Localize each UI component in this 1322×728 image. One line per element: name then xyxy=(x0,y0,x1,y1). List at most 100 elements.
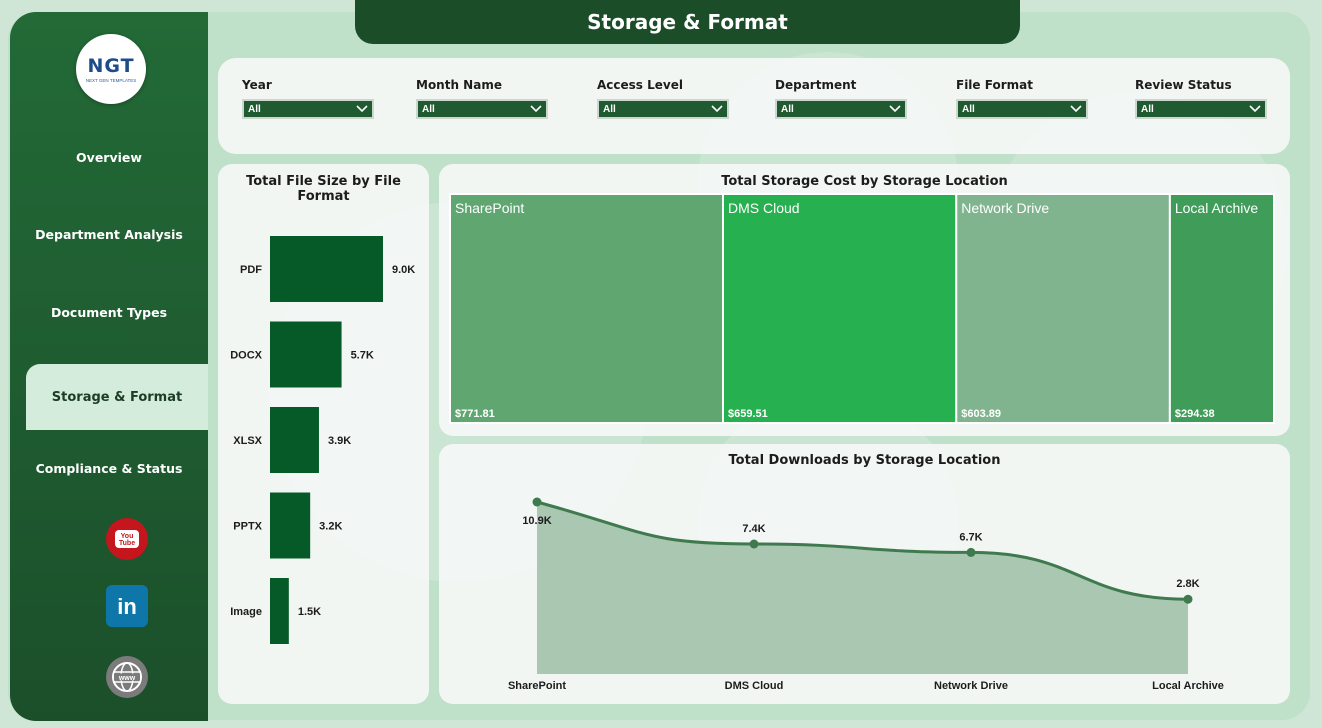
chevron-down-icon xyxy=(711,105,723,113)
logo-text: NGT xyxy=(87,55,135,77)
treemap-tile xyxy=(1168,193,1275,424)
x-tick-label: SharePoint xyxy=(508,680,566,692)
filter-label: File Format xyxy=(956,78,1033,92)
svg-text:You: You xyxy=(121,533,134,540)
filter-access-level: Access Level All xyxy=(597,78,733,119)
category-label: XLSX xyxy=(233,435,262,447)
data-point xyxy=(1183,594,1193,604)
website-button[interactable]: www xyxy=(106,656,148,698)
nav-item-storage-format[interactable]: Storage & Format xyxy=(26,364,208,430)
tile-label: SharePoint xyxy=(455,200,524,216)
filter-year: Year All xyxy=(242,78,378,119)
data-point xyxy=(749,539,759,549)
sidebar: NGT NEXT GEN TEMPLATES Overview Departme… xyxy=(10,12,208,721)
bar xyxy=(270,321,342,388)
chevron-down-icon xyxy=(1070,105,1082,113)
data-label: 3.9K xyxy=(328,435,351,447)
filter-label: Review Status xyxy=(1135,78,1232,92)
category-label: Image xyxy=(230,606,262,618)
data-label: 9.0K xyxy=(392,264,415,276)
logo: NGT NEXT GEN TEMPLATES xyxy=(76,34,146,104)
chevron-down-icon xyxy=(1249,105,1261,113)
page-title: Storage & Format xyxy=(355,0,1020,44)
tile-value: $659.51 xyxy=(728,408,768,420)
data-label: 6.7K xyxy=(959,531,982,543)
bar xyxy=(270,407,319,473)
file-format-dropdown[interactable]: All xyxy=(956,99,1088,119)
nav-item-label: Storage & Format xyxy=(51,389,183,405)
category-label: PPTX xyxy=(233,521,262,533)
x-tick-label: DMS Cloud xyxy=(725,680,784,692)
svg-text:www: www xyxy=(118,675,136,682)
bar xyxy=(270,236,383,302)
nav-item-document-types[interactable]: Document Types xyxy=(50,305,168,320)
nav-item-compliance-status[interactable]: Compliance & Status xyxy=(35,461,183,476)
chevron-down-icon xyxy=(356,105,368,113)
data-point xyxy=(966,547,976,557)
data-point xyxy=(532,497,542,507)
filter-panel: Year All Month Name All Access Level All… xyxy=(218,58,1290,154)
chart-title: Total Downloads by Storage Location xyxy=(728,453,1001,468)
tile-label: Local Archive xyxy=(1175,200,1258,216)
youtube-icon: You Tube xyxy=(115,530,139,548)
treemap-tile xyxy=(449,193,724,424)
globe-icon: www xyxy=(112,662,142,692)
chevron-down-icon xyxy=(530,105,542,113)
nav-item-department-analysis[interactable]: Department Analysis xyxy=(35,227,183,242)
storage-cost-chart-panel: Total Storage Cost by Storage Location S… xyxy=(439,164,1290,436)
downloads-area-chart: 10.9K SharePoint 7.4K DMS Cloud 6.7K Network … xyxy=(508,497,1224,692)
tile-value: $294.38 xyxy=(1175,408,1215,420)
data-label: 7.4K xyxy=(742,523,765,535)
year-dropdown[interactable]: All xyxy=(242,99,374,119)
page-title-text: Storage & Format xyxy=(587,10,788,34)
chart-title: Total Storage Cost by Storage Location xyxy=(721,174,1008,189)
filter-department: Department All xyxy=(775,78,911,119)
x-tick-label: Network Drive xyxy=(934,680,1008,692)
linkedin-icon: in xyxy=(117,594,137,619)
data-label: 5.7K xyxy=(351,350,374,362)
department-dropdown[interactable]: All xyxy=(775,99,907,119)
linkedin-button[interactable]: in xyxy=(106,585,148,627)
month-name-dropdown[interactable]: All xyxy=(416,99,548,119)
downloads-chart-panel: Total Downloads by Storage Location 10.9… xyxy=(439,444,1290,704)
filter-label: Year xyxy=(242,78,272,92)
chart-title: Total File Size by File Format xyxy=(246,174,401,204)
tile-label: DMS Cloud xyxy=(728,200,800,216)
bar xyxy=(270,492,311,559)
file-size-bar-chart: PDF 9.0K DOCX 5.7K XLSX 3.9K PPTX 3.2K Image 1.5K xyxy=(230,236,415,644)
access-level-dropdown[interactable]: All xyxy=(597,99,729,119)
filter-review-status: Review Status All xyxy=(1135,78,1271,119)
dropdown-value: All xyxy=(781,103,794,115)
dropdown-value: All xyxy=(1141,103,1154,115)
svg-text:in: in xyxy=(117,594,137,619)
bar xyxy=(270,578,289,644)
nav-item-overview[interactable]: Overview xyxy=(76,150,142,165)
category-label: PDF xyxy=(240,264,262,276)
dropdown-value: All xyxy=(422,103,435,115)
area-fill xyxy=(537,502,1188,674)
x-tick-label: Local Archive xyxy=(1152,680,1224,692)
youtube-button[interactable]: You Tube xyxy=(106,518,148,560)
tile-value: $771.81 xyxy=(455,408,495,420)
treemap-tile xyxy=(955,193,1171,424)
dropdown-value: All xyxy=(248,103,261,115)
tile-value: $603.89 xyxy=(961,408,1001,420)
dropdown-value: All xyxy=(603,103,616,115)
logo-subtext: NEXT GEN TEMPLATES xyxy=(85,78,137,83)
filter-label: Month Name xyxy=(416,78,502,92)
filter-month-name: Month Name All xyxy=(416,78,552,119)
series-line xyxy=(536,500,1189,601)
data-label: 10.9K xyxy=(522,515,551,527)
dropdown-value: All xyxy=(962,103,975,115)
data-label: 3.2K xyxy=(319,521,342,533)
data-label: 1.5K xyxy=(298,606,321,618)
filter-file-format: File Format All xyxy=(956,78,1092,119)
review-status-dropdown[interactable]: All xyxy=(1135,99,1267,119)
tile-label: Network Drive xyxy=(961,200,1049,216)
storage-cost-treemap: SharePoint $771.81 DMS Cloud $659.51 Network… xyxy=(449,193,1275,424)
data-label: 2.8K xyxy=(1176,578,1199,590)
filter-label: Access Level xyxy=(597,78,683,92)
filter-label: Department xyxy=(775,78,857,92)
svg-text:Tube: Tube xyxy=(119,540,135,547)
file-size-chart-panel: Total File Size by File Format PDF 9.0K DO… xyxy=(218,164,429,704)
